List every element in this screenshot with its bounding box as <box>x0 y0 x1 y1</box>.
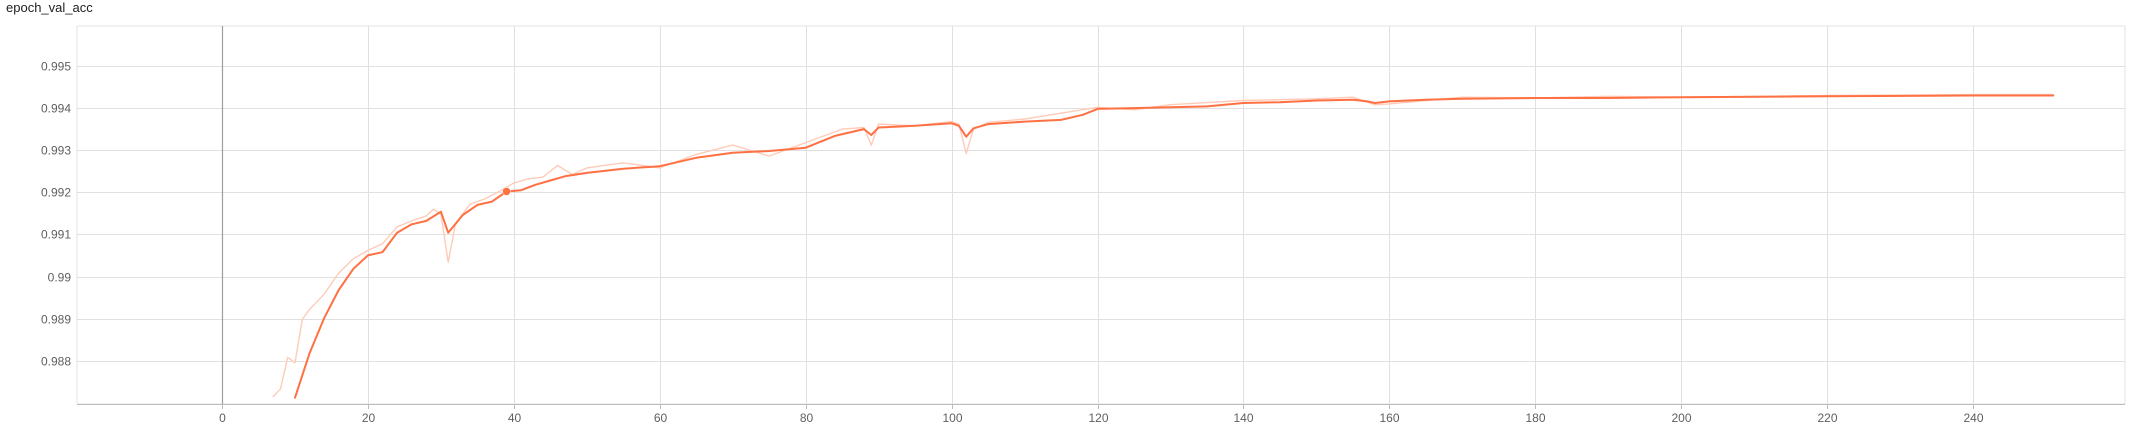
y-tick-label: 0.993 <box>41 144 71 158</box>
x-tick-label: 80 <box>800 411 814 425</box>
x-tick-label: 60 <box>654 411 668 425</box>
y-tick-label: 0.992 <box>41 186 71 200</box>
x-tick-label: 0 <box>219 411 226 425</box>
x-tick-label: 180 <box>1525 411 1545 425</box>
x-tick-label: 40 <box>508 411 522 425</box>
x-tick-label: 140 <box>1233 411 1253 425</box>
x-tick-label: 220 <box>1817 411 1837 425</box>
y-tick-label: 0.995 <box>41 60 71 74</box>
x-tick-label: 120 <box>1088 411 1108 425</box>
smoothed-series-line[interactable] <box>294 94 2055 399</box>
markers <box>502 187 511 196</box>
series[interactable] <box>272 93 2055 399</box>
tick-labels: 0 20 40 60 80 100 120 140 160 180 200 220 240 0.988 0.… <box>41 60 1984 426</box>
grid-lines <box>76 25 2126 405</box>
axes <box>77 26 2125 409</box>
x-tick-label: 100 <box>942 411 962 425</box>
y-tick-label: 0.989 <box>41 313 71 327</box>
plot-frame <box>76 25 2126 405</box>
y-tick-label: 0.988 <box>41 355 71 369</box>
y-tick-label: 0.991 <box>41 228 71 242</box>
raw-series-line[interactable] <box>272 93 2055 398</box>
y-tick-label: 0.99 <box>48 271 72 285</box>
x-tick-label: 240 <box>1963 411 1983 425</box>
x-tick-label: 200 <box>1671 411 1691 425</box>
highlight-point <box>502 187 511 196</box>
y-tick-label: 0.994 <box>41 102 71 116</box>
x-tick-label: 20 <box>362 411 376 425</box>
chart-title: epoch_val_acc <box>6 0 93 15</box>
x-tick-label: 160 <box>1379 411 1399 425</box>
